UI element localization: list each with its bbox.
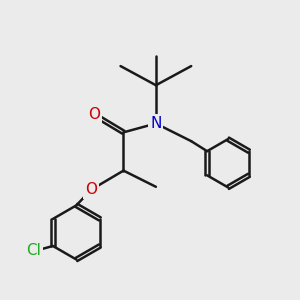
Text: N: N	[150, 116, 162, 131]
Text: O: O	[85, 182, 97, 197]
Text: O: O	[88, 107, 100, 122]
Text: Cl: Cl	[26, 243, 41, 258]
